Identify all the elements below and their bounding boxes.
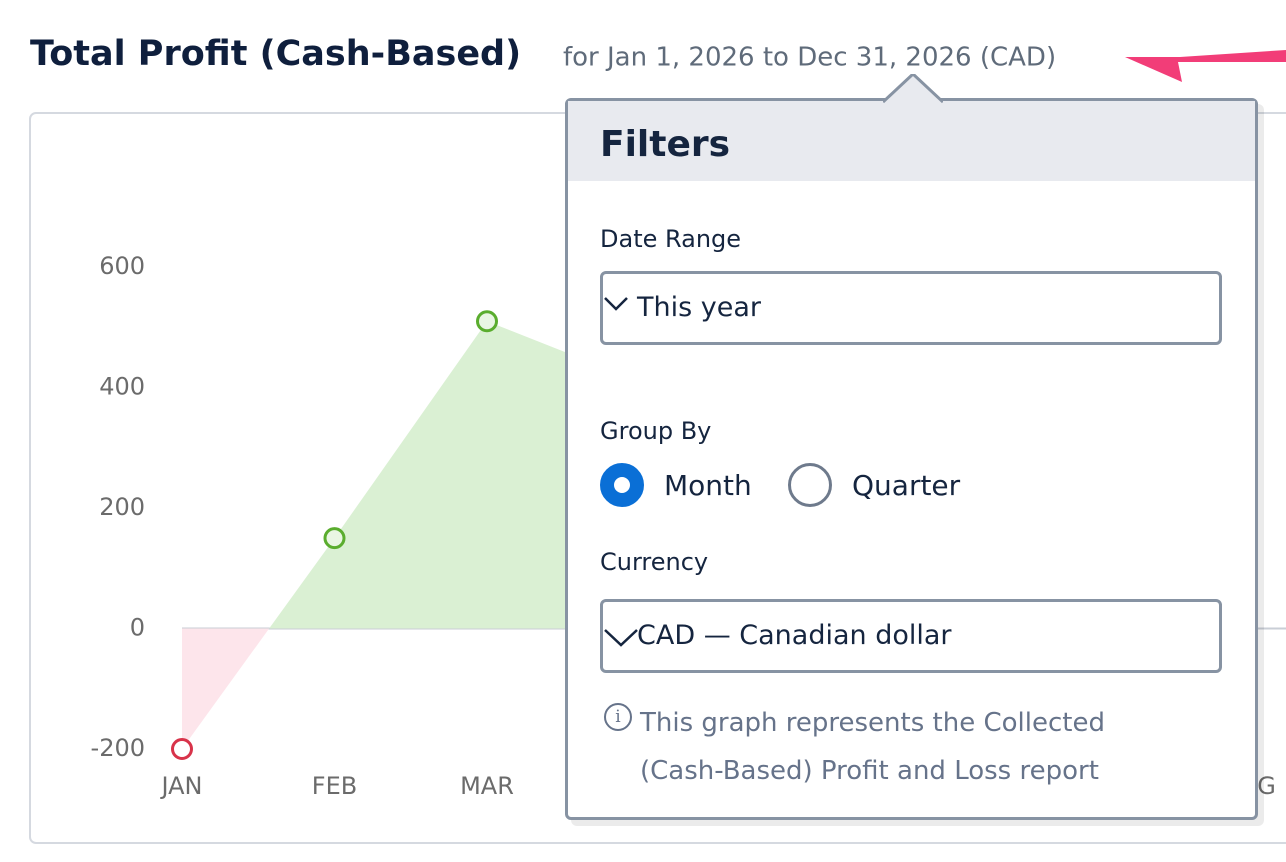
point (476, 310, 498, 333)
y-tick-label: -200 (91, 734, 145, 762)
y-tick-label: 400 (99, 373, 145, 401)
currency-label: Currency (600, 548, 709, 576)
group-by-label: Group By (600, 417, 712, 445)
radio-label: Quarter (852, 468, 961, 502)
filters-title: Filters (568, 101, 1255, 181)
area-negative (182, 628, 640, 749)
date-range-select[interactable]: This year (600, 271, 1222, 345)
currency-select[interactable]: CAD — Canadian dollar (600, 599, 1222, 673)
chevron (604, 629, 638, 647)
title: Total Profit (Cash-Based) (30, 34, 521, 74)
y-tick-label: 200 (99, 493, 145, 521)
radio-circle (600, 463, 644, 507)
date-range-label: Date Range (600, 225, 742, 253)
filters-popover: Filters Date Range This year Group By Mo… (565, 74, 1258, 820)
date-range-value: This year (637, 292, 761, 323)
y-tick-label: 0 (130, 614, 145, 642)
note: This graph represents the Collected (Cas… (640, 708, 1105, 786)
x-tick-label: JAN (159, 772, 202, 800)
radio-label: Month (664, 468, 752, 502)
info-icon: i (604, 703, 632, 731)
pointer-arrow (1125, 50, 1286, 82)
chevron (604, 297, 628, 311)
x-tick-label: FEB (312, 772, 357, 800)
radio-circle (788, 463, 832, 507)
currency-value: CAD — Canadian dollar (637, 620, 952, 651)
caret (883, 74, 943, 104)
point (323, 527, 346, 550)
y-tick-label: 600 (99, 252, 145, 280)
point (171, 738, 193, 760)
subtitle: for Jan 1, 2026 to Dec 31, 2026 (CAD) (563, 43, 1056, 73)
radio-option[interactable]: Month (600, 463, 752, 507)
x-tick-label: MAR (460, 772, 514, 800)
radio-option[interactable]: Quarter (788, 463, 960, 507)
area-positive (182, 321, 640, 629)
